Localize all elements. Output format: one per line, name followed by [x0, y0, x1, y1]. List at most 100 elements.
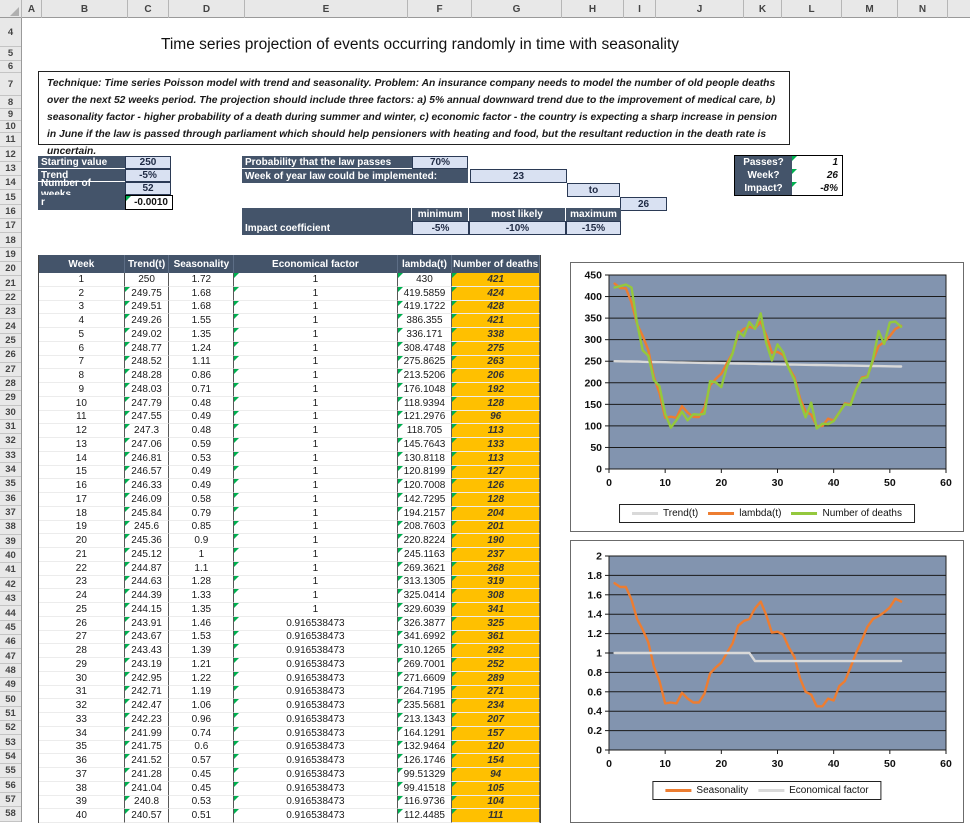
table-cell[interactable]: 0.916538473	[234, 754, 397, 768]
law-week-from-cell[interactable]: 23	[470, 169, 567, 183]
table-cell[interactable]: 1.68	[169, 287, 234, 301]
table-cell[interactable]: 96	[452, 411, 540, 425]
table-cell[interactable]: 240.57	[125, 809, 170, 823]
table-cell[interactable]: 241.52	[125, 754, 170, 768]
table-cell[interactable]: 113	[452, 424, 540, 438]
table-cell[interactable]: 127	[452, 466, 540, 480]
row-header-45[interactable]: 45	[0, 621, 21, 635]
row-header-32[interactable]: 32	[0, 434, 21, 448]
table-cell[interactable]: 1.46	[169, 617, 234, 631]
table-cell[interactable]: 275	[452, 342, 540, 356]
row-header-16[interactable]: 16	[0, 205, 21, 219]
table-cell[interactable]: 249.75	[125, 287, 170, 301]
table-cell[interactable]: 336.171	[398, 328, 453, 342]
row-header-35[interactable]: 35	[0, 477, 21, 491]
table-cell[interactable]: 8	[39, 369, 125, 383]
table-cell[interactable]: 0.49	[169, 479, 234, 493]
table-cell[interactable]: 94	[452, 768, 540, 782]
row-header-39[interactable]: 39	[0, 535, 21, 549]
table-cell[interactable]: 13	[39, 438, 125, 452]
row-header-27[interactable]: 27	[0, 363, 21, 377]
table-cell[interactable]: 1	[234, 452, 397, 466]
table-cell[interactable]: 190	[452, 534, 540, 548]
table-cell[interactable]: 2	[39, 287, 125, 301]
table-cell[interactable]: 249.02	[125, 328, 170, 342]
table-cell[interactable]: 325	[452, 617, 540, 631]
impact-most-likely-cell[interactable]: -10%	[469, 221, 566, 235]
table-cell[interactable]: 0.916538473	[234, 686, 397, 700]
table-cell[interactable]: 0.49	[169, 466, 234, 480]
row-header-51[interactable]: 51	[0, 707, 21, 721]
column-header-D[interactable]: D	[169, 0, 245, 18]
row-header-36[interactable]: 36	[0, 492, 21, 506]
table-cell[interactable]: 154	[452, 754, 540, 768]
table-cell[interactable]: 0.916538473	[234, 741, 397, 755]
table-cell[interactable]: 142.7295	[398, 493, 453, 507]
table-cell[interactable]: 289	[452, 672, 540, 686]
row-header-26[interactable]: 26	[0, 348, 21, 362]
table-cell[interactable]: 104	[452, 796, 540, 810]
table-cell[interactable]: 0.49	[169, 411, 234, 425]
table-cell[interactable]: 1.72	[169, 273, 234, 287]
table-cell[interactable]: 421	[452, 314, 540, 328]
table-cell[interactable]: 0.53	[169, 796, 234, 810]
table-cell[interactable]: 1.1	[169, 562, 234, 576]
seasonality-chart[interactable]: 00.20.40.60.811.21.41.61.820102030405060…	[570, 540, 964, 823]
table-cell[interactable]: 1	[234, 314, 397, 328]
starting-value-cell[interactable]: 250	[125, 156, 171, 169]
table-cell[interactable]: 126.1746	[398, 754, 453, 768]
table-cell[interactable]: 248.77	[125, 342, 170, 356]
column-header-F[interactable]: F	[408, 0, 472, 18]
table-cell[interactable]: 0.916538473	[234, 631, 397, 645]
table-cell[interactable]: 14	[39, 452, 125, 466]
table-cell[interactable]: 11	[39, 411, 125, 425]
table-cell[interactable]: 0.96	[169, 713, 234, 727]
table-cell[interactable]: 1.33	[169, 589, 234, 603]
row-header-25[interactable]: 25	[0, 334, 21, 348]
table-cell[interactable]: 29	[39, 658, 125, 672]
table-cell[interactable]: 1.24	[169, 342, 234, 356]
table-cell[interactable]: 27	[39, 631, 125, 645]
table-cell[interactable]: 34	[39, 727, 125, 741]
table-cell[interactable]: 39	[39, 796, 125, 810]
table-cell[interactable]: 201	[452, 521, 540, 535]
table-cell[interactable]: 6	[39, 342, 125, 356]
table-cell[interactable]: 1.28	[169, 576, 234, 590]
table-cell[interactable]: 19	[39, 521, 125, 535]
table-cell[interactable]: 38	[39, 782, 125, 796]
row-header-38[interactable]: 38	[0, 520, 21, 534]
table-cell[interactable]: 120.7008	[398, 479, 453, 493]
table-cell[interactable]: 0.6	[169, 741, 234, 755]
row-header-14[interactable]: 14	[0, 176, 21, 190]
table-cell[interactable]: 132.9464	[398, 741, 453, 755]
table-cell[interactable]: 1	[234, 507, 397, 521]
table-header-cell[interactable]: Week	[39, 255, 125, 273]
column-header-K[interactable]: K	[744, 0, 782, 18]
table-cell[interactable]: 113	[452, 452, 540, 466]
week-out-cell[interactable]: 26	[792, 169, 842, 182]
weeks-cell[interactable]: 52	[125, 182, 171, 195]
row-header-11[interactable]: 11	[0, 133, 21, 147]
table-cell[interactable]: 0.916538473	[234, 782, 397, 796]
table-cell[interactable]: 1	[234, 466, 397, 480]
table-cell[interactable]: 241.75	[125, 741, 170, 755]
row-header-23[interactable]: 23	[0, 305, 21, 319]
column-header-B[interactable]: B	[42, 0, 128, 18]
table-cell[interactable]: 264.7195	[398, 686, 453, 700]
table-cell[interactable]: 116.9736	[398, 796, 453, 810]
table-cell[interactable]: 31	[39, 686, 125, 700]
table-cell[interactable]: 1	[234, 287, 397, 301]
table-cell[interactable]: 1	[234, 273, 397, 287]
table-cell[interactable]: 32	[39, 699, 125, 713]
row-header-48[interactable]: 48	[0, 664, 21, 678]
table-cell[interactable]: 16	[39, 479, 125, 493]
table-cell[interactable]: 1	[234, 479, 397, 493]
table-cell[interactable]: 341	[452, 603, 540, 617]
table-cell[interactable]: 0.9	[169, 534, 234, 548]
column-header-M[interactable]: M	[842, 0, 898, 18]
table-cell[interactable]: 1	[234, 328, 397, 342]
table-cell[interactable]: 128	[452, 397, 540, 411]
table-cell[interactable]: 1.22	[169, 672, 234, 686]
table-cell[interactable]: 1.35	[169, 603, 234, 617]
table-cell[interactable]: 241.99	[125, 727, 170, 741]
